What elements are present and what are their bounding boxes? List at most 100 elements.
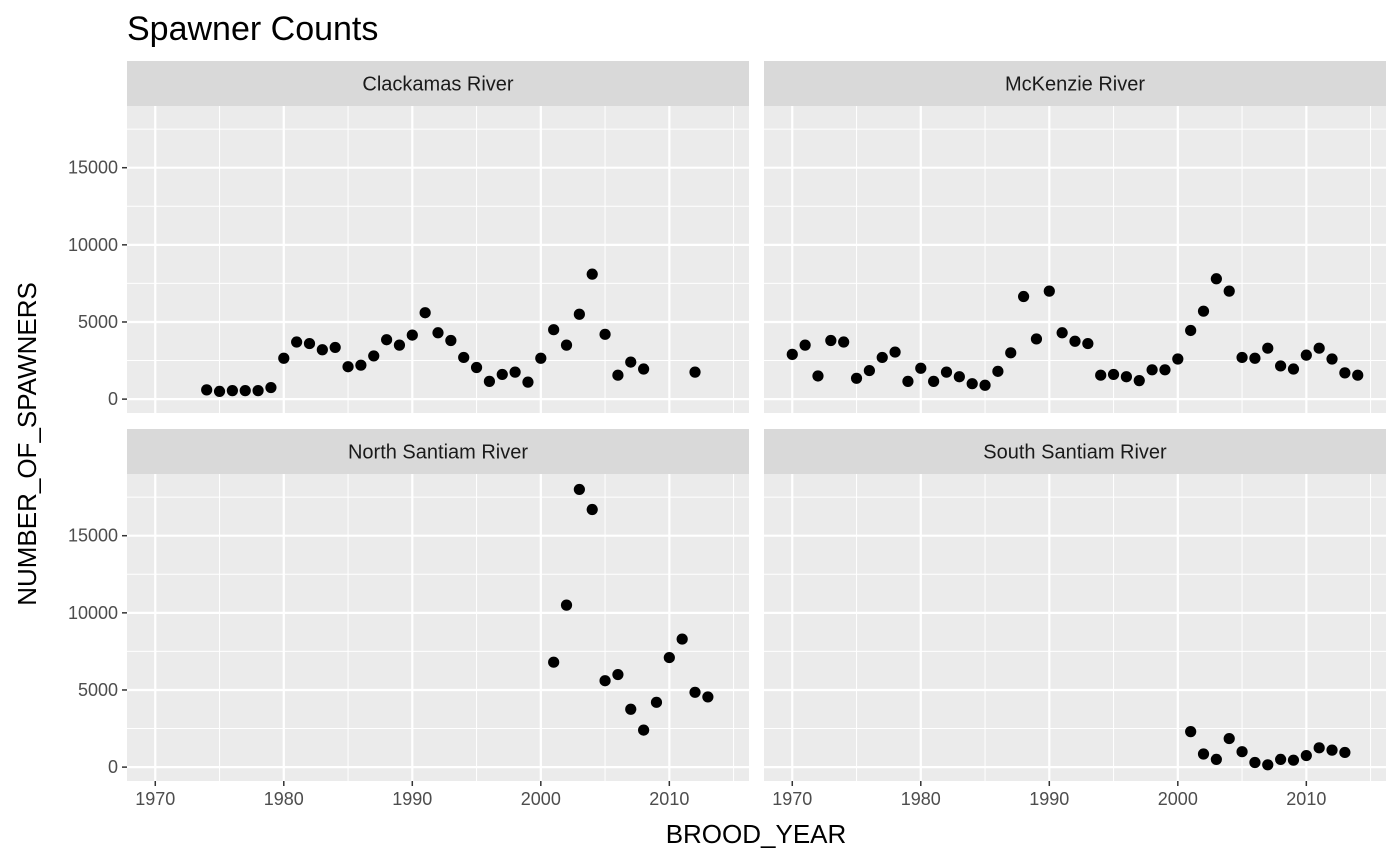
data-point: 1988: 6650 <box>1017 290 1030 303</box>
data-point: 1982: 1750 <box>940 366 953 378</box>
data-point: 1993: 3600 <box>1082 337 1094 350</box>
data-point: 1988: 3850 <box>380 334 393 346</box>
facet-north-santiam-river: North Santiam River 2001: 6800 2002: 10500… <box>127 429 749 781</box>
data-point: 1980: 2000 <box>915 362 927 374</box>
data-point: 1987: 2800 <box>368 350 380 362</box>
data-point: 1985: 900 <box>979 379 991 391</box>
facet-strip-label: North Santiam River <box>348 442 528 464</box>
data-point: 2002: 850 <box>1197 748 1210 760</box>
data-point: 1979: 1150 <box>902 375 914 387</box>
data-point: 1977: 550 <box>239 385 251 397</box>
data-point: 2007: 3750 <box>625 703 637 715</box>
data-point: 2006: 6000 <box>612 668 624 681</box>
facet-south-santiam-river: South Santiam River2001: 23002002: 85020… <box>764 429 1386 781</box>
data-point: 2000: 2650 <box>535 352 547 364</box>
data-point: 2002: 3500 <box>560 339 573 351</box>
data-point: 1995: 1600 <box>1107 368 1120 381</box>
data-point: 1994: 1550 <box>1095 369 1107 381</box>
x-tick-label: 2010 <box>649 789 689 809</box>
y-tick-label: 0 <box>108 389 118 409</box>
data-point: 1992: 3750 <box>1069 335 1081 347</box>
chart-title: Spawner Counts <box>127 10 378 48</box>
data-point: 1999: 1100 <box>522 376 534 388</box>
data-point: 1991: 5600 <box>419 307 431 319</box>
data-point: 1986: 2200 <box>355 359 367 371</box>
data-point: 2010: 750 <box>1300 749 1312 762</box>
data-point: 1990: 4150 <box>406 329 418 341</box>
x-tick-label: 1980 <box>264 789 304 809</box>
facet-panels: Clackamas River 1974: 6001975: 5001976: 5… <box>127 61 1386 781</box>
x-tick-label: 2000 <box>521 789 561 809</box>
x-tick-label: 1990 <box>1029 789 1069 809</box>
data-point: 2005: 4200 <box>599 328 611 340</box>
data-point: 2013: 950 <box>1339 746 1351 759</box>
data-point: 2013: 1700 <box>1339 367 1351 379</box>
facet-strip <box>127 429 749 474</box>
y-tick-label: 5000 <box>78 680 118 700</box>
data-point: 1992: 4300 <box>432 327 444 339</box>
data-point: 2004: 1850 <box>1223 732 1235 745</box>
data-point: 2006: 300 <box>1249 756 1261 769</box>
data-point: 1997: 1200 <box>1133 375 1145 387</box>
data-point: 1996: 1450 <box>1120 371 1133 383</box>
facet-strip-label: McKenzie River <box>1005 74 1145 96</box>
data-point: 1970: 2900 <box>786 348 798 360</box>
data-point: 2004: 16700 <box>586 503 598 516</box>
data-point: 2012: 1750 <box>689 366 701 378</box>
data-point: 2006: 2650 <box>1249 352 1261 364</box>
data-point: 1971: 3500 <box>799 339 811 351</box>
data-point: 2014: 1550 <box>1352 369 1364 381</box>
panel-background <box>127 106 749 413</box>
data-point: 2002: 5700 <box>1197 305 1210 317</box>
data-point: 1986: 1800 <box>992 365 1004 377</box>
data-point: 1979: 750 <box>265 381 277 394</box>
data-point: 2009: 1950 <box>1287 363 1300 375</box>
facet-strip <box>764 61 1386 106</box>
data-point: 1991: 4300 <box>1056 327 1068 339</box>
data-point: 2009: 4200 <box>650 696 663 708</box>
data-point: 2009: 450 <box>1287 754 1300 766</box>
data-point: 2005: 1000 <box>1236 746 1248 758</box>
x-axis-title: BROOD_YEAR <box>666 819 847 849</box>
data-point: 2010: 7100 <box>663 651 675 664</box>
data-point: 2003: 500 <box>1210 753 1222 766</box>
data-point: 1973: 3800 <box>825 334 837 347</box>
data-point: 1978: 3050 <box>889 346 901 358</box>
data-point: 2011: 8300 <box>676 633 688 645</box>
data-point: 1984: 3350 <box>329 341 341 354</box>
data-point: 1981: 1150 <box>928 375 940 387</box>
y-tick-label: 15000 <box>68 158 118 178</box>
data-point: 1985: 2100 <box>342 361 354 373</box>
facet-clackamas-river: Clackamas River 1974: 6001975: 5001976: 5… <box>127 61 749 413</box>
y-tick-label: 0 <box>108 757 118 777</box>
y-tick-label: 10000 <box>68 603 118 623</box>
y-tick-label: 15000 <box>68 526 118 546</box>
facet-strip <box>127 61 749 106</box>
facet-strip-label: Clackamas River <box>362 74 513 96</box>
facet-mckenzie-river: McKenzie River 1970: 29001971: 3500 1972: … <box>764 61 1386 413</box>
facet-strip-label: South Santiam River <box>983 442 1167 464</box>
data-point: 1974: 600 <box>201 384 213 396</box>
x-tick-label: 1970 <box>135 789 175 809</box>
data-point: 1994: 2700 <box>458 351 470 364</box>
data-point: 2012: 4850 <box>689 686 701 698</box>
x-tick-label: 1990 <box>392 789 432 809</box>
data-point: 2001: 4500 <box>548 324 560 336</box>
data-point: 2003: 7800 <box>1210 273 1222 285</box>
panel-background <box>764 474 1386 781</box>
data-point: 1999: 1900 <box>1159 364 1171 376</box>
data-point: 1980: 2650 <box>278 352 290 364</box>
data-point: 2003: 5500 <box>573 308 585 320</box>
data-point: 1978: 550 <box>252 385 264 397</box>
facet-strip <box>764 429 1386 474</box>
data-point: 1974: 3700 <box>838 336 850 348</box>
data-point: 2008: 2400 <box>638 724 650 736</box>
data-point: 1975: 1350 <box>850 372 863 384</box>
data-point: 1972: 1500 <box>812 370 824 382</box>
data-point: 2012: 1100 <box>1326 744 1338 756</box>
data-point: 2011: 1250 <box>1313 742 1325 754</box>
x-tick-label: 2010 <box>1286 789 1326 809</box>
y-axis-title: NUMBER_OF_SPAWNERS <box>12 282 42 606</box>
data-point: 1989: 3900 <box>1030 333 1043 345</box>
